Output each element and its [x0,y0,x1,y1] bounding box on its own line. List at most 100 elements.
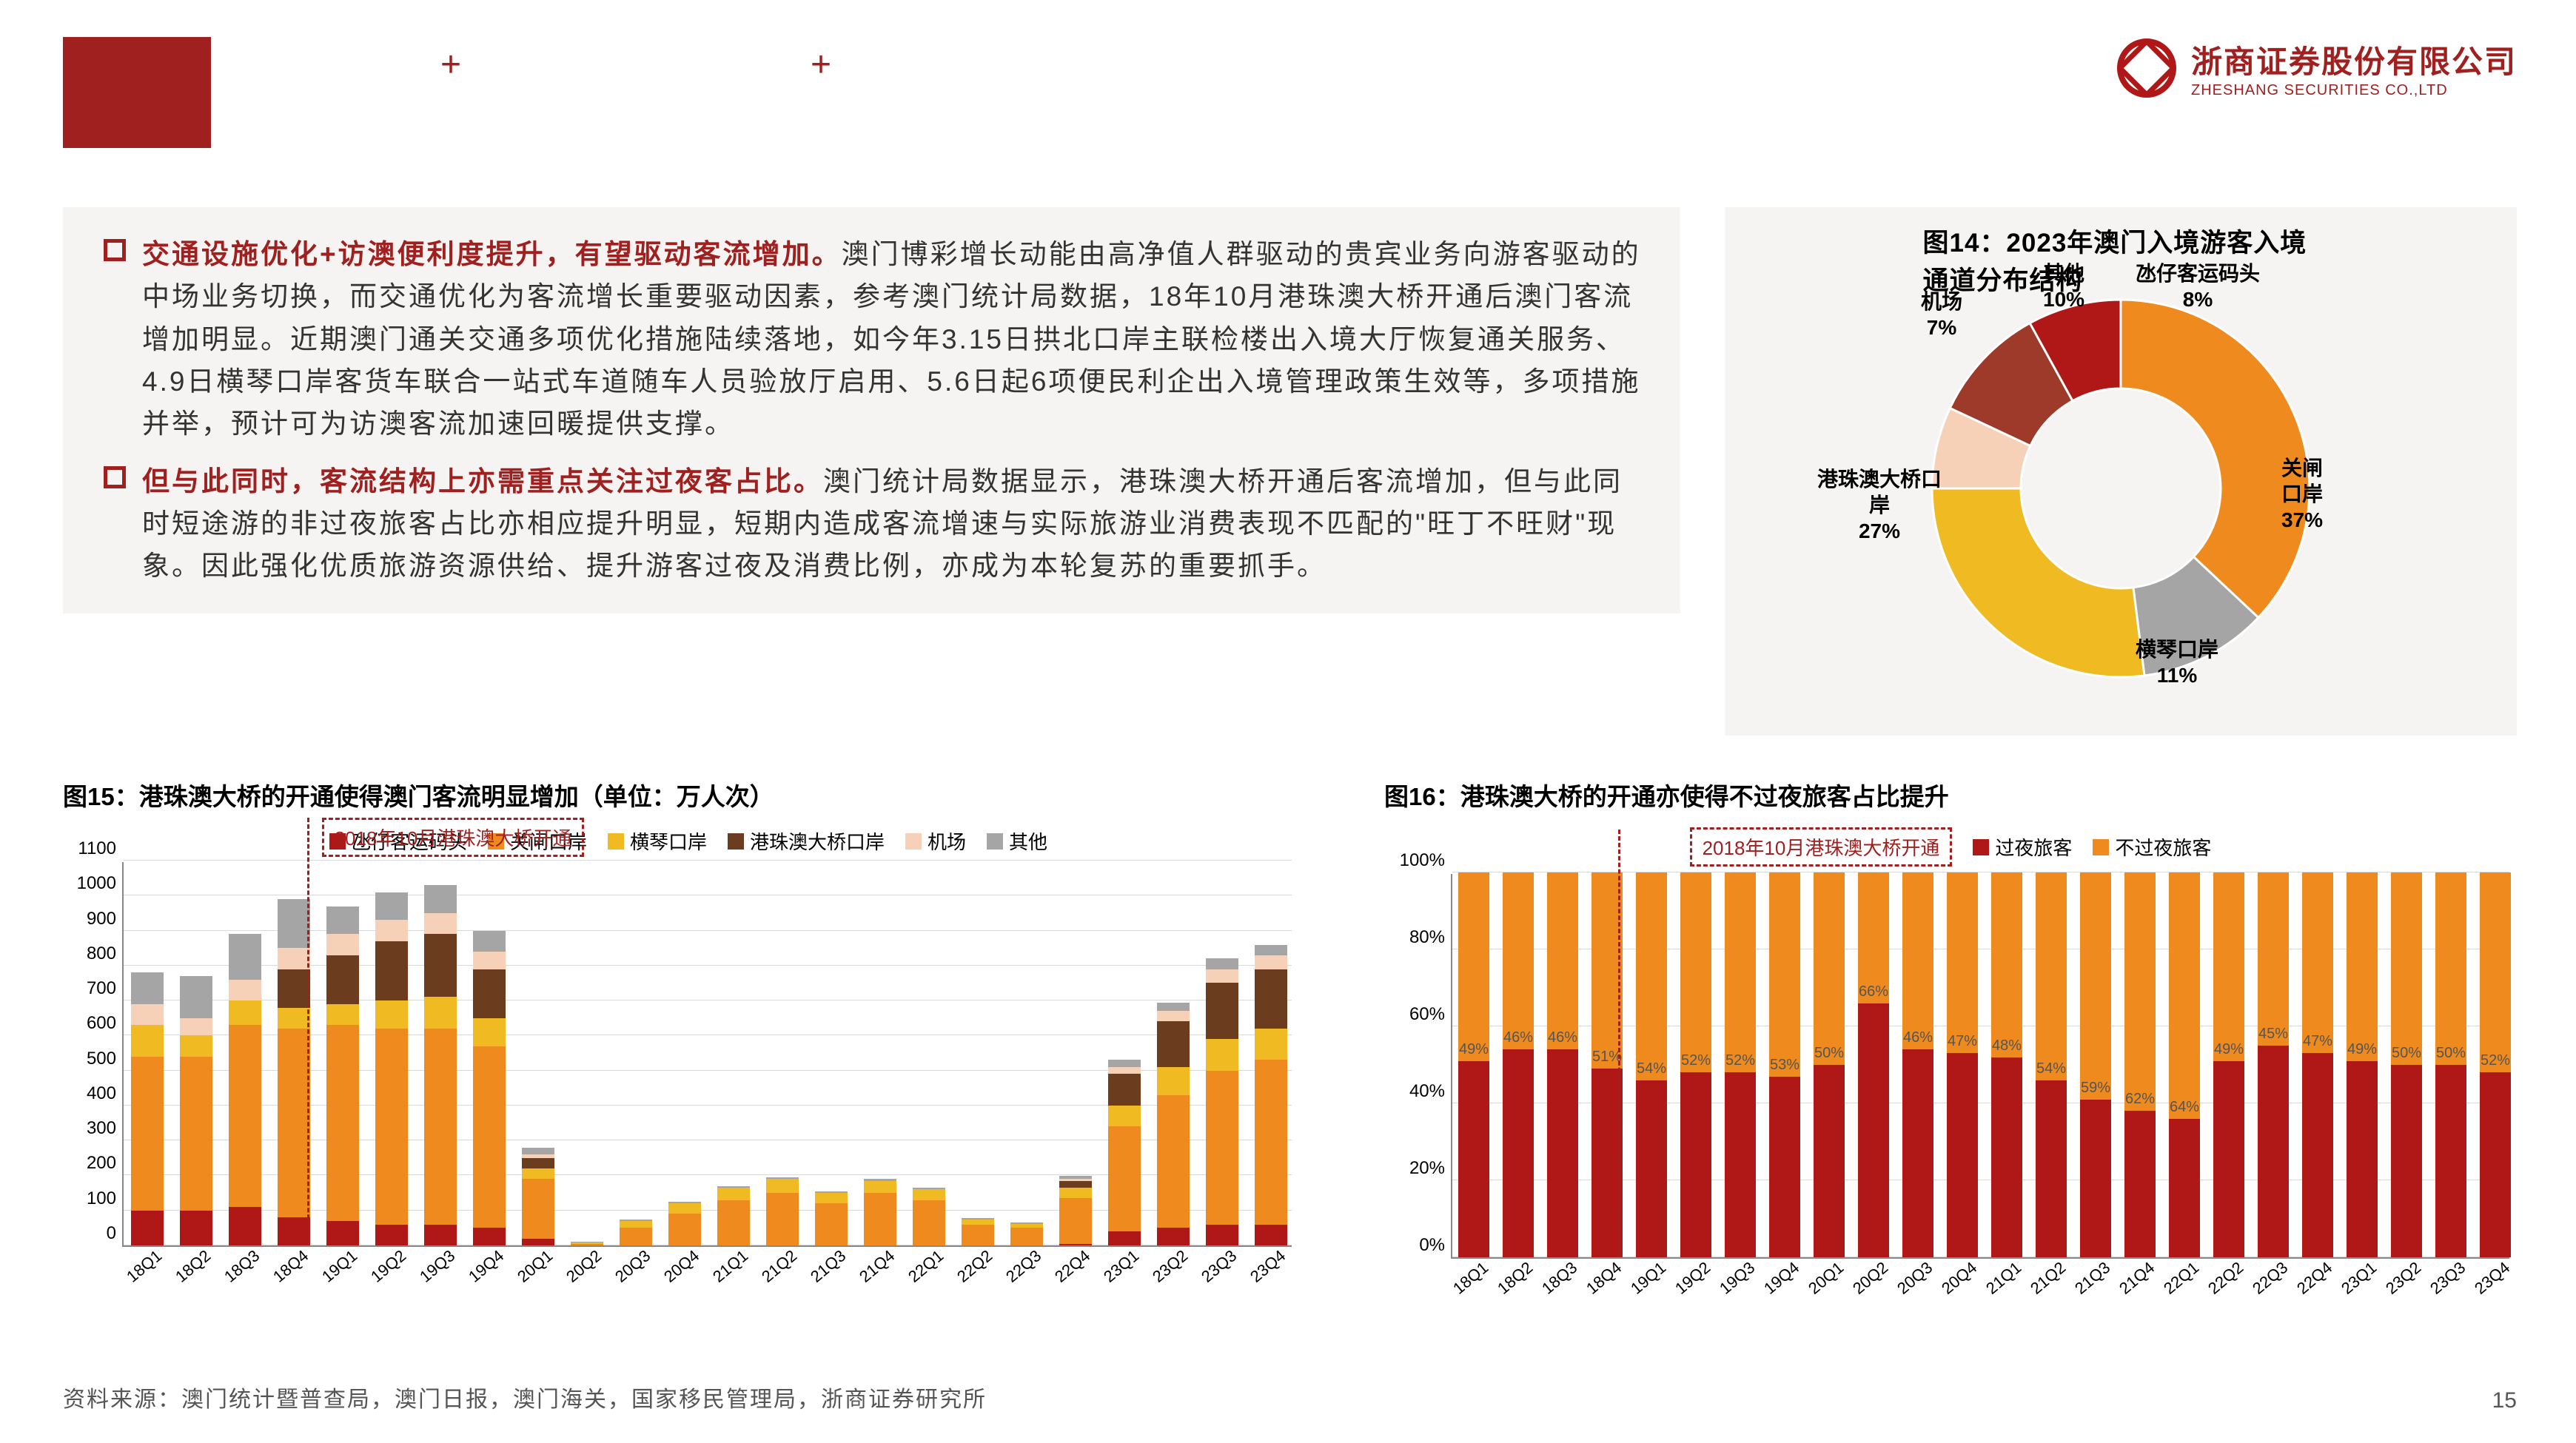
bar-segment [1059,1198,1092,1243]
bar-segment [375,892,408,921]
bar-segment [522,1158,554,1168]
x-tick-label: 20Q1 [514,1246,557,1287]
bar-segment-overnight [2435,1065,2466,1257]
bar-segment-nonovernight [2302,872,2333,1053]
bar-segment [229,1025,261,1207]
bar-segment-nonovernight [2391,872,2422,1065]
x-tick-label: 19Q1 [1627,1258,1670,1299]
donut-label: 关闸口岸37% [2276,455,2328,533]
donut-label: 港珠澳大桥口岸27% [1817,466,1942,544]
bar-segment [1059,1181,1092,1188]
donut-label: 其他10% [2043,260,2084,312]
bar-column [473,931,506,1245]
bar-segment-nonovernight [1547,872,1578,1049]
bar-column [766,1177,799,1245]
bar-segment [1206,1039,1238,1071]
bar-column [913,1188,945,1245]
x-tick-label: 21Q4 [2116,1258,2159,1299]
bar-segment [131,1057,164,1211]
bar-segment-overnight [2124,1111,2156,1257]
bar-segment [571,1244,603,1245]
x-tick-label: 18Q2 [1494,1258,1537,1299]
bar-segment [864,1193,896,1245]
annotation-box: 2018年10月港珠澳大桥开通 [322,818,585,857]
pct-label: 47% [1948,1033,1977,1050]
x-tick-label: 20Q2 [1849,1258,1892,1299]
bar-segment-overnight [1858,1003,1889,1257]
bar-segment [131,1211,164,1245]
x-tick-label: 18Q1 [1449,1258,1492,1299]
y-tick-label: 900 [87,909,116,929]
legend-item: 不过夜旅客 [2093,827,2211,867]
pct-label: 59% [2081,1080,2110,1097]
x-tick-label: 22Q4 [2293,1258,2336,1299]
bar-segment [1206,983,1238,1039]
bar-segment [1255,945,1287,955]
y-tick-label: 100 [87,1188,116,1209]
bar-segment-nonovernight [1503,872,1534,1049]
bar-column [1991,872,2022,1257]
bar-column [2302,872,2333,1257]
bar-segment [424,1225,457,1245]
x-tick-label: 21Q3 [807,1246,850,1287]
bar-segment [473,1228,506,1245]
bar-segment [766,1179,799,1193]
pct-label: 53% [1770,1057,1799,1074]
bar-segment-nonovernight [1902,872,1933,1049]
bar-segment [424,885,457,913]
bar-segment-overnight [2213,1061,2244,1257]
x-tick-label: 19Q1 [318,1246,361,1287]
x-tick-label: 22Q1 [905,1246,947,1287]
bar-column [326,906,359,1246]
pct-label: 50% [2392,1045,2421,1062]
bar-segment [473,969,506,1018]
pct-label: 46% [1503,1029,1533,1046]
pct-label: 48% [1992,1037,2022,1054]
header-accent-block [63,37,211,148]
bullet-marker [104,239,126,261]
bar-column [1010,1222,1043,1245]
bar-segment-nonovernight [2480,872,2511,1072]
y-tick-label: 400 [87,1083,116,1104]
bar-segment-overnight [2347,1061,2378,1257]
bar-segment [375,1029,408,1225]
bar-segment [522,1239,554,1245]
pct-label: 45% [2258,1026,2288,1043]
y-tick-label: 300 [87,1118,116,1139]
bar-segment [522,1168,554,1179]
donut-label: 机场7% [1921,289,1962,340]
bar-column [2347,872,2378,1257]
annotation-vline [1618,830,1620,1257]
bar-segment [229,934,261,979]
y-tick-label: 0% [1419,1235,1445,1256]
x-tick-label: 19Q4 [1760,1258,1803,1299]
bar-segment-nonovernight [2036,872,2067,1080]
bar-segment [864,1181,896,1194]
bar-segment [424,997,457,1029]
pct-label: 49% [2214,1041,2244,1058]
bullet-marker [104,466,126,488]
pct-label: 54% [1637,1060,1666,1077]
bar-column [375,892,408,1245]
bar-column [522,1148,554,1245]
x-tick-label: 22Q2 [2204,1258,2247,1299]
bar-segment [375,1000,408,1029]
x-tick-label: 22Q3 [2249,1258,2292,1299]
x-tick-label: 23Q3 [1198,1246,1241,1287]
bullet-text-2: 但与此同时，客流结构上亦需重点关注过夜客占比。澳门统计局数据显示，港珠澳大桥开通… [142,460,1647,588]
bar-segment [473,952,506,969]
x-tick-label: 20Q4 [1938,1258,1981,1299]
x-tick-label: 21Q1 [1982,1258,2025,1299]
donut-label: 横琴口岸11% [2136,636,2218,688]
figure-14: 图14：2023年澳门入境游客入境通道分布结构 关闸口岸37%横琴口岸11%港珠… [1725,207,2517,736]
bar-segment [1206,958,1238,969]
bullet-1: 交通设施优化+访澳便利度提升，有望驱动客流增加。澳门博彩增长动能由高净值人群驱动… [104,233,1647,445]
pct-label: 64% [2170,1099,2199,1116]
bar-segment [620,1228,652,1245]
bar-segment [180,976,212,1018]
bar-segment-overnight [1902,1049,1933,1257]
logo-en: ZHESHANG SECURITIES CO.,LTD [2191,82,2517,99]
x-tick-label: 23Q1 [1100,1246,1143,1287]
company-logo: 浙商证券股份有限公司 ZHESHANG SECURITIES CO.,LTD [2117,37,2517,99]
x-tick-label: 23Q1 [2338,1258,2381,1299]
